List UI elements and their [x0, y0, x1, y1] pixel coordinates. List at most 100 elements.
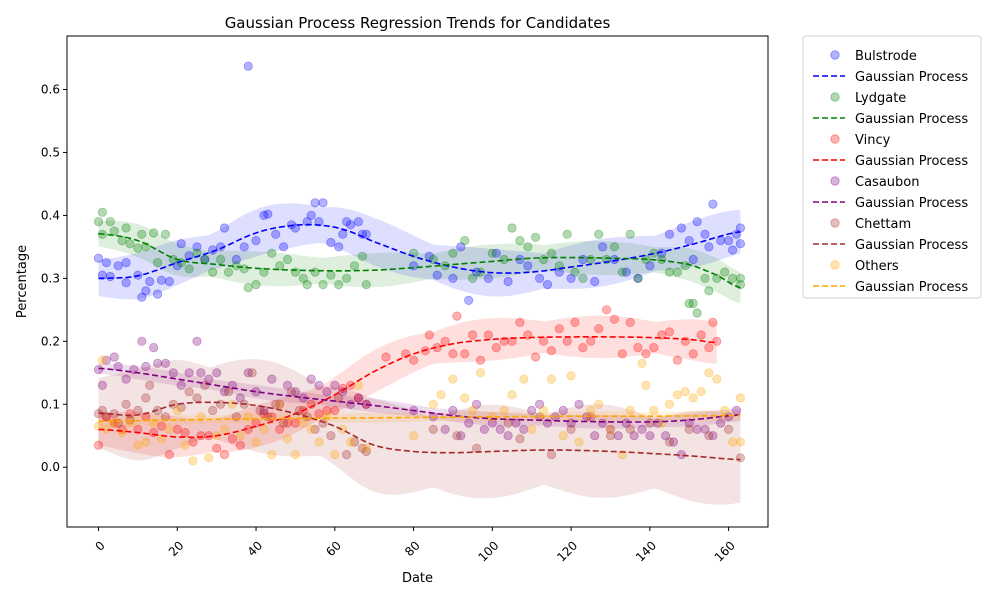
point-others — [164, 424, 174, 434]
point-others — [704, 368, 714, 378]
point-bulstrode — [334, 242, 344, 252]
point-lydgate — [704, 286, 714, 296]
point-lydgate — [467, 273, 478, 283]
point-casaubon — [519, 424, 529, 434]
point-chettam — [341, 449, 352, 460]
point-casaubon — [101, 355, 112, 365]
point-casaubon — [168, 368, 178, 378]
point-others — [353, 380, 363, 390]
point-casaubon — [235, 393, 245, 403]
point-bulstrode — [341, 217, 352, 227]
point-casaubon — [93, 364, 104, 375]
point-lydgate — [200, 254, 210, 265]
point-lydgate — [121, 223, 131, 233]
point-casaubon — [464, 418, 474, 428]
point-others — [574, 437, 584, 447]
point-others — [172, 405, 182, 416]
point-bulstrode — [688, 254, 698, 265]
point-others — [361, 443, 371, 453]
point-lydgate — [208, 267, 218, 277]
point-chettam — [361, 446, 371, 457]
point-vincy — [440, 336, 450, 346]
point-lydgate — [282, 254, 293, 265]
point-lydgate — [93, 217, 104, 227]
point-others — [558, 431, 568, 441]
point-casaubon — [471, 399, 482, 409]
legend-marker-lydgate — [830, 92, 840, 102]
point-others — [460, 393, 470, 403]
point-vincy — [424, 330, 434, 340]
point-lydgate — [657, 254, 667, 265]
point-others — [727, 437, 738, 447]
point-casaubon — [243, 368, 253, 378]
point-vincy — [704, 342, 714, 353]
point-vincy — [625, 317, 635, 327]
point-bulstrode — [353, 217, 363, 227]
point-casaubon — [708, 431, 718, 441]
point-chettam — [247, 368, 257, 378]
point-lydgate — [700, 273, 710, 283]
point-casaubon — [176, 380, 186, 390]
point-lydgate — [538, 254, 549, 265]
point-vincy — [515, 317, 525, 327]
point-vincy — [219, 449, 230, 460]
point-vincy — [546, 346, 557, 356]
point-others — [298, 418, 308, 428]
legend-marker-others — [830, 260, 840, 270]
point-casaubon — [629, 431, 639, 441]
point-vincy — [101, 412, 112, 422]
point-bulstrode — [735, 239, 746, 249]
point-vincy — [649, 342, 659, 353]
point-bulstrode — [542, 279, 553, 290]
point-others — [566, 371, 576, 381]
point-vincy — [491, 342, 501, 353]
point-lydgate — [594, 229, 604, 239]
point-bulstrode — [192, 242, 202, 252]
mean-line-chettam — [98, 401, 741, 461]
point-chettam — [278, 418, 289, 428]
point-others — [314, 437, 324, 447]
point-bulstrode — [664, 229, 675, 239]
point-lydgate — [275, 261, 285, 271]
x-tick-label: 20 — [166, 538, 187, 559]
y-axis-label: Percentage — [15, 245, 30, 318]
point-chettam — [664, 437, 675, 447]
point-lydgate — [523, 242, 533, 252]
point-casaubon — [322, 387, 332, 397]
point-lydgate — [609, 242, 620, 252]
point-lydgate — [243, 283, 253, 293]
point-others — [306, 424, 316, 434]
point-lydgate — [259, 267, 269, 277]
point-others — [641, 380, 651, 390]
x-tick-label: 60 — [323, 538, 344, 559]
point-others — [141, 437, 151, 447]
point-vincy — [290, 418, 300, 428]
point-others — [97, 355, 108, 365]
point-others — [475, 368, 486, 378]
point-others — [680, 387, 690, 397]
point-casaubon — [590, 431, 600, 441]
point-lydgate — [617, 267, 627, 277]
point-casaubon — [668, 437, 679, 447]
point-lydgate — [688, 298, 698, 309]
point-others — [594, 399, 604, 409]
point-chettam — [428, 424, 438, 434]
point-others — [408, 431, 419, 441]
x-tick-label: 0 — [92, 538, 107, 553]
point-bulstrode — [566, 273, 576, 283]
point-chettam — [192, 393, 202, 403]
legend-label-gp: Gaussian Process — [855, 280, 968, 295]
point-vincy — [708, 317, 718, 327]
point-chettam — [255, 405, 265, 416]
point-casaubon — [184, 368, 194, 378]
point-chettam — [605, 431, 616, 441]
point-vincy — [314, 409, 324, 419]
point-vincy — [578, 342, 588, 353]
point-casaubon — [503, 431, 513, 441]
point-bulstrode — [306, 210, 316, 220]
legend-label-chettam: Chettam — [855, 217, 911, 232]
point-others — [188, 456, 198, 466]
point-chettam — [334, 393, 344, 403]
legend-label-others: Others — [855, 259, 899, 274]
point-bulstrode — [704, 242, 714, 252]
